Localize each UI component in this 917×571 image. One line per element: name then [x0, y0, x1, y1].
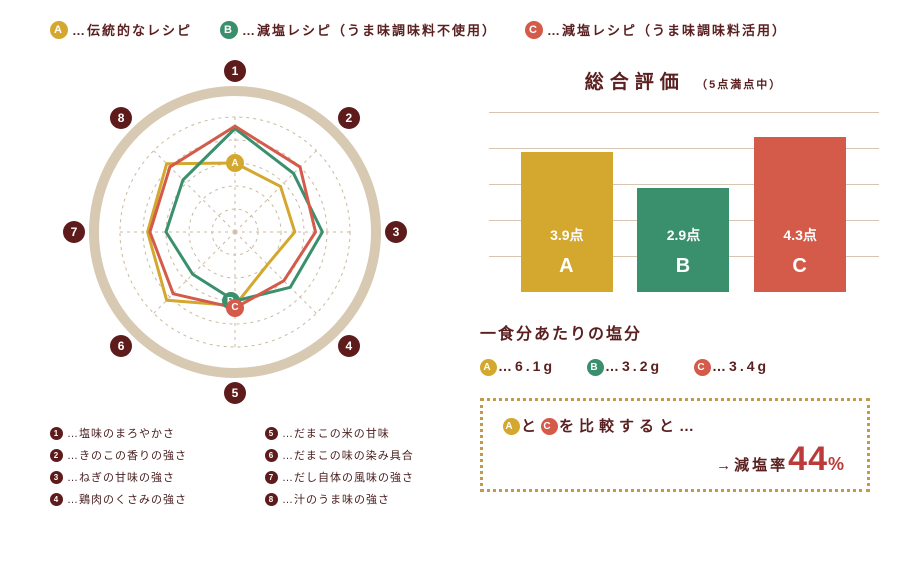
top-legend: A …伝統的なレシピ B …減塩レシピ（うま味調味料不使用） C …減塩レシピ（…: [50, 20, 887, 39]
legend-item-a: A …伝統的なレシピ: [50, 20, 192, 39]
compare-unit: %: [828, 454, 847, 474]
attribute-item: 2 …きのこの香りの強さ: [50, 447, 235, 463]
axis-label-1: 1: [224, 60, 246, 82]
attr-label: …汁のうま味の強さ: [282, 491, 390, 507]
attr-label: …鶏肉のくさみの強さ: [67, 491, 187, 507]
salt-item-b: B…3.2g: [587, 358, 662, 376]
bar-a: 3.9点 A: [521, 152, 613, 292]
attr-label: …塩味のまろやかさ: [67, 425, 175, 441]
axis-label-6: 6: [110, 335, 132, 357]
attr-label: …だまこの米の甘味: [282, 425, 390, 441]
badge-c-icon: C: [694, 359, 711, 376]
salt-value: …3.4g: [712, 358, 769, 374]
eval-subtitle: （5点満点中）: [696, 79, 782, 91]
badge-c-icon: C: [525, 21, 543, 39]
bar-score: 4.3点: [783, 225, 816, 245]
attr-num-icon: 5: [265, 427, 278, 440]
axis-label-7: 7: [63, 221, 85, 243]
badge-a-icon: A: [480, 359, 497, 376]
legend-label: …減塩レシピ（うま味調味料不使用）: [242, 20, 497, 39]
compare-suffix: を比較すると…: [559, 418, 699, 435]
series-badge-c-icon: C: [226, 299, 244, 317]
axis-label-5: 5: [224, 382, 246, 404]
axis-label-4: 4: [338, 335, 360, 357]
attribute-item: 5 …だまこの米の甘味: [265, 425, 450, 441]
legend-item-c: C …減塩レシピ（うま味調味料活用）: [525, 20, 787, 39]
compare-result: →減塩率44%: [503, 440, 847, 479]
salt-item-a: A…6.1g: [480, 358, 555, 376]
series-badge-a-icon: A: [226, 154, 244, 172]
badge-b-icon: B: [587, 359, 604, 376]
attr-num-icon: 3: [50, 471, 63, 484]
attr-num-icon: 8: [265, 493, 278, 506]
badge-a-icon: A: [503, 418, 520, 435]
bar-c: 4.3点 C: [754, 137, 846, 292]
legend-label: …伝統的なレシピ: [72, 20, 192, 39]
badge-b-icon: B: [220, 21, 238, 39]
compare-text: AとCを比較すると…: [503, 415, 847, 436]
attribute-item: 4 …鶏肉のくさみの強さ: [50, 491, 235, 507]
salt-value: …6.1g: [498, 358, 555, 374]
eval-title-text: 総合評価: [585, 72, 685, 93]
badge-c-icon: C: [541, 418, 558, 435]
axis-label-3: 3: [385, 221, 407, 243]
compare-number: 44: [788, 440, 828, 478]
eval-title: 総合評価 （5点満点中）: [480, 67, 887, 94]
bar-key: B: [676, 255, 691, 278]
salt-value: …3.2g: [605, 358, 662, 374]
attr-label: …だまこの味の染み具合: [282, 447, 414, 463]
bar-score: 3.9点: [550, 225, 583, 245]
attr-label: …ねぎの甘味の強さ: [67, 469, 175, 485]
attribute-item: 1 …塩味のまろやかさ: [50, 425, 235, 441]
attr-num-icon: 4: [50, 493, 63, 506]
attr-num-icon: 7: [265, 471, 278, 484]
attribute-item: 8 …汁のうま味の強さ: [265, 491, 450, 507]
compare-mid: と: [521, 418, 541, 435]
attr-label: …きのこの香りの強さ: [67, 447, 187, 463]
bar-key: C: [792, 255, 807, 278]
bar-key: A: [559, 255, 574, 278]
legend-item-b: B …減塩レシピ（うま味調味料不使用）: [220, 20, 497, 39]
badge-a-icon: A: [50, 21, 68, 39]
bar-chart: 3.9点 A 2.9点 B 4.3点 C: [489, 112, 879, 292]
attribute-item: 3 …ねぎの甘味の強さ: [50, 469, 235, 485]
legend-label: …減塩レシピ（うま味調味料活用）: [547, 20, 787, 39]
attr-label: …だし自体の風味の強さ: [282, 469, 414, 485]
attr-num-icon: 1: [50, 427, 63, 440]
salt-item-c: C…3.4g: [694, 358, 769, 376]
bar-score: 2.9点: [667, 225, 700, 245]
bar-b: 2.9点 B: [637, 188, 729, 292]
compare-box: AとCを比較すると… →減塩率44%: [480, 398, 870, 492]
attribute-legend: 1 …塩味のまろやかさ 5 …だまこの米の甘味 2 …きのこの香りの強さ 6 …だまこの味の染…: [50, 425, 450, 507]
attribute-item: 6 …だまこの味の染み具合: [265, 447, 450, 463]
salt-title: 一食分あたりの塩分: [480, 320, 887, 344]
radar-chart: 12345678 ABC: [40, 57, 430, 407]
attribute-item: 7 …だし自体の風味の強さ: [265, 469, 450, 485]
attr-num-icon: 6: [265, 449, 278, 462]
axis-label-2: 2: [338, 107, 360, 129]
attr-num-icon: 2: [50, 449, 63, 462]
compare-arrow: →減塩率: [716, 457, 788, 474]
salt-values: A…6.1g B…3.2g C…3.4g: [480, 358, 887, 376]
